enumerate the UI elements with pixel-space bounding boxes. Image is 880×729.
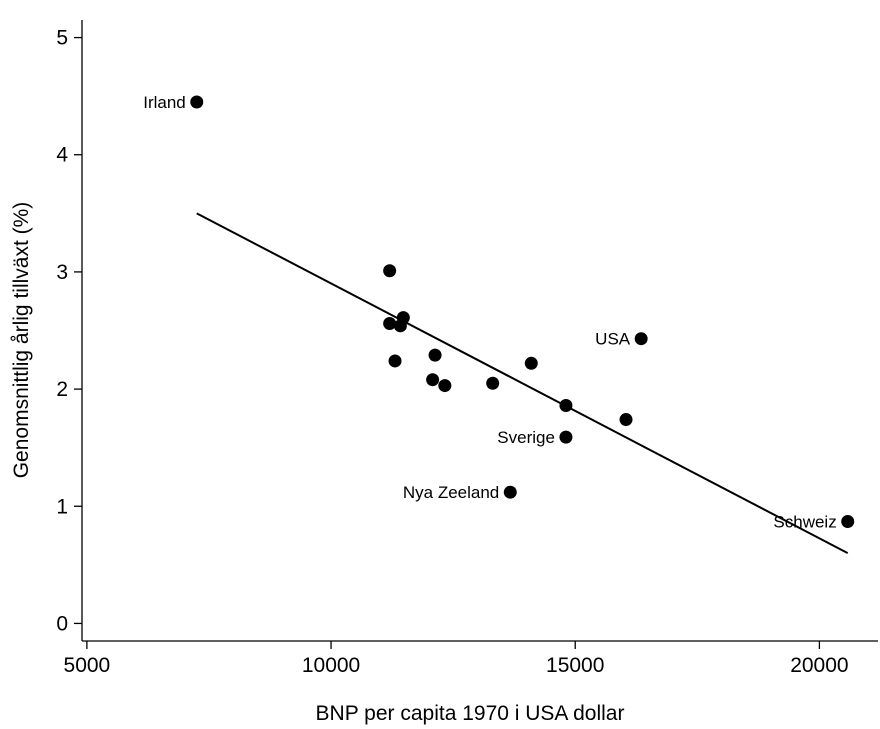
data-point <box>388 354 402 368</box>
point-label: Nya Zeeland <box>403 483 499 502</box>
data-point <box>383 316 397 330</box>
data-point <box>503 485 517 499</box>
point-label: Sverige <box>497 428 555 447</box>
point-label: Schweiz <box>773 512 836 531</box>
point-labels-layer: Irland USA Sverige Nya Zeeland Schweiz <box>143 93 836 531</box>
data-point <box>634 332 648 346</box>
data-point <box>428 348 442 362</box>
data-point <box>393 319 407 333</box>
x-tick-label: 10000 <box>302 654 360 677</box>
y-tick-label: 3 <box>56 261 68 284</box>
data-point <box>619 413 633 427</box>
y-tick-label: 1 <box>56 495 68 518</box>
point-label: Irland <box>143 93 186 112</box>
axes: 0 1 2 3 4 5 5000 10000 15000 20000 <box>56 20 878 677</box>
y-tick-label: 2 <box>56 378 68 401</box>
points-layer <box>190 95 855 528</box>
x-tick-label: 5000 <box>64 654 111 677</box>
x-axis-title: BNP per capita 1970 i USA dollar <box>316 702 625 725</box>
data-point <box>426 373 440 387</box>
fit-line-layer <box>196 212 849 555</box>
y-tick-label: 5 <box>56 27 68 50</box>
data-point <box>841 514 855 528</box>
y-tick-label: 4 <box>56 144 68 167</box>
point-label: USA <box>595 330 631 349</box>
x-tick-label: 20000 <box>790 654 848 677</box>
x-tick-label: 15000 <box>546 654 604 677</box>
fit-line <box>196 212 849 555</box>
data-point <box>383 264 397 278</box>
y-tick-label: 0 <box>56 612 68 635</box>
data-point <box>486 376 500 390</box>
data-point <box>190 95 204 109</box>
data-point <box>524 356 538 370</box>
data-point <box>559 430 573 444</box>
y-axis-title: Genomsnittlig årlig tillväxt (%) <box>10 202 33 479</box>
data-point <box>438 379 452 393</box>
data-point <box>559 398 573 412</box>
